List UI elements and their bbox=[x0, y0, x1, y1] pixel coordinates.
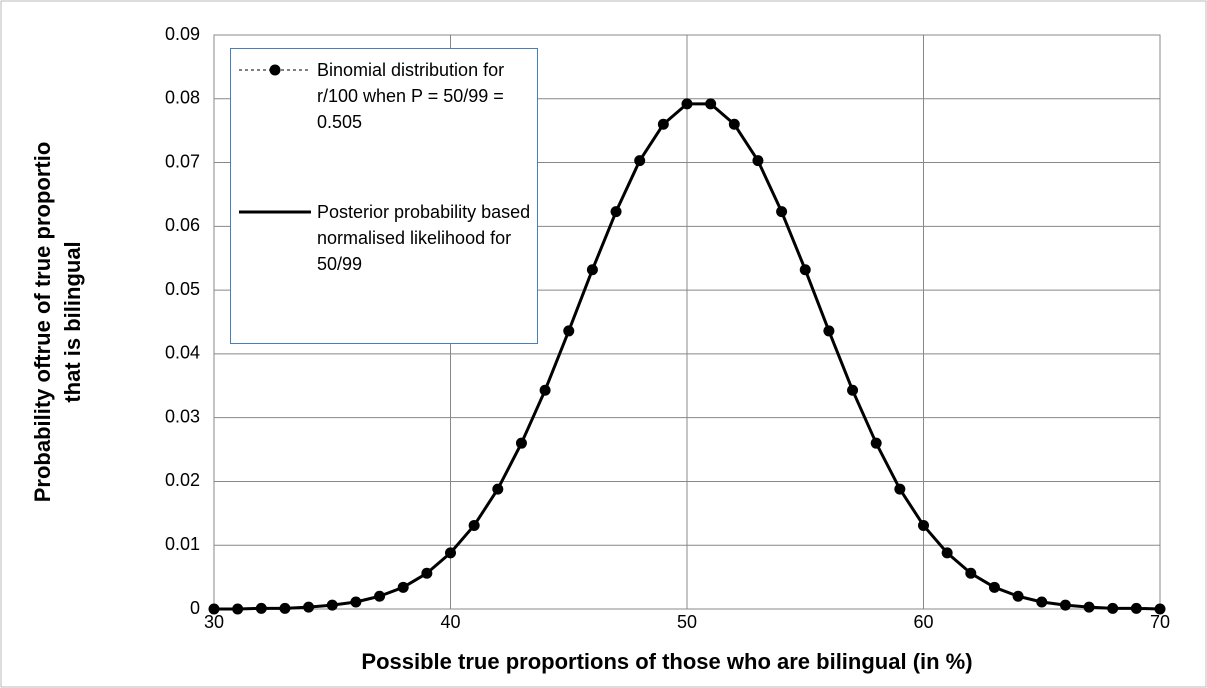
x-tick-label: 60 bbox=[913, 612, 933, 632]
x-tick-label: 40 bbox=[440, 612, 460, 632]
y-tick-label: 0.01 bbox=[165, 534, 200, 554]
legend-label: Posterior probability based normalised l… bbox=[317, 202, 531, 274]
legend-swatch bbox=[239, 210, 311, 214]
y-tick-label: 0.06 bbox=[165, 215, 200, 235]
y-tick-label: 0.02 bbox=[165, 470, 200, 490]
y-tick-label: 0.03 bbox=[165, 406, 200, 426]
y-tick-label: 0.05 bbox=[165, 279, 200, 299]
x-axis-label: Possible true proportions of those who a… bbox=[361, 649, 972, 674]
y-tick-label: 0.04 bbox=[165, 343, 200, 363]
legend-marker bbox=[269, 64, 281, 76]
legend: Binomial distribution for r/100 when P =… bbox=[230, 48, 538, 344]
y-tick-label: 0.07 bbox=[165, 151, 200, 171]
y-axis-label: Probability oftrue of true proportio bbox=[30, 142, 55, 503]
y-tick-label: 0.09 bbox=[165, 24, 200, 44]
legend-label: Binomial distribution for r/100 when P =… bbox=[317, 60, 505, 132]
legend-swatch bbox=[239, 64, 311, 76]
series-line bbox=[214, 102, 1161, 611]
x-tick-label: 70 bbox=[1150, 612, 1170, 632]
y-tick-label: 0.08 bbox=[165, 88, 200, 108]
x-tick-label: 30 bbox=[204, 612, 224, 632]
y-tick-label: 0 bbox=[190, 598, 200, 618]
x-tick-label: 50 bbox=[677, 612, 697, 632]
y-axis-label: that is bilingual bbox=[60, 241, 85, 402]
